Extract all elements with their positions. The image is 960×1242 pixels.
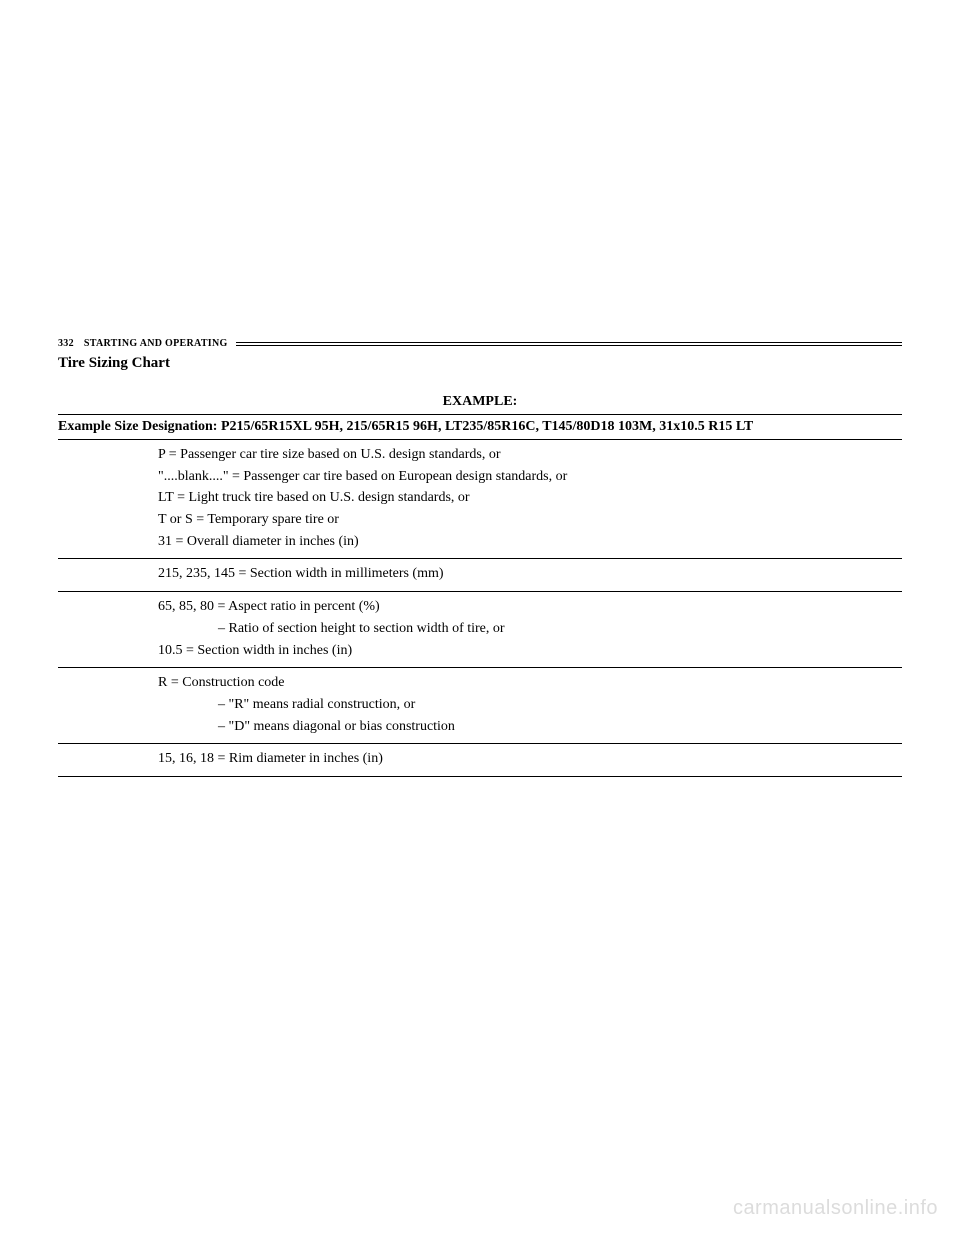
chart-title: Tire Sizing Chart: [58, 355, 902, 372]
section-rim: 15, 16, 18 = Rim diameter in inches (in): [58, 744, 902, 777]
section-construction: R = Construction code – "R" means radial…: [58, 668, 902, 744]
section-width-mm: 215, 235, 145 = Section width in millime…: [58, 559, 902, 592]
line: "....blank...." = Passenger car tire bas…: [58, 466, 902, 488]
line: 10.5 = Section width in inches (in): [58, 640, 902, 662]
line: LT = Light truck tire based on U.S. desi…: [58, 487, 902, 509]
designation-row: Example Size Designation: P215/65R15XL 9…: [58, 414, 902, 440]
subline: – "D" means diagonal or bias constructio…: [58, 716, 902, 738]
example-label: EXAMPLE:: [58, 394, 902, 410]
header-rule: [236, 342, 902, 346]
section-name: STARTING AND OPERATING: [84, 338, 228, 349]
line: 15, 16, 18 = Rim diameter in inches (in): [58, 748, 902, 770]
line: T or S = Temporary spare tire or: [58, 509, 902, 531]
line: 65, 85, 80 = Aspect ratio in percent (%): [58, 596, 902, 618]
section-aspect: 65, 85, 80 = Aspect ratio in percent (%)…: [58, 592, 902, 668]
page-header: 332 STARTING AND OPERATING: [58, 338, 902, 349]
subline: – "R" means radial construction, or: [58, 694, 902, 716]
page-number: 332: [58, 338, 74, 349]
line: 215, 235, 145 = Section width in millime…: [58, 563, 902, 585]
watermark: carmanualsonline.info: [733, 1197, 938, 1220]
line: P = Passenger car tire size based on U.S…: [58, 444, 902, 466]
line: 31 = Overall diameter in inches (in): [58, 531, 902, 553]
page-content: 332 STARTING AND OPERATING Tire Sizing C…: [58, 338, 902, 777]
section-prefix: P = Passenger car tire size based on U.S…: [58, 440, 902, 559]
line: R = Construction code: [58, 672, 902, 694]
subline: – Ratio of section height to section wid…: [58, 618, 902, 640]
